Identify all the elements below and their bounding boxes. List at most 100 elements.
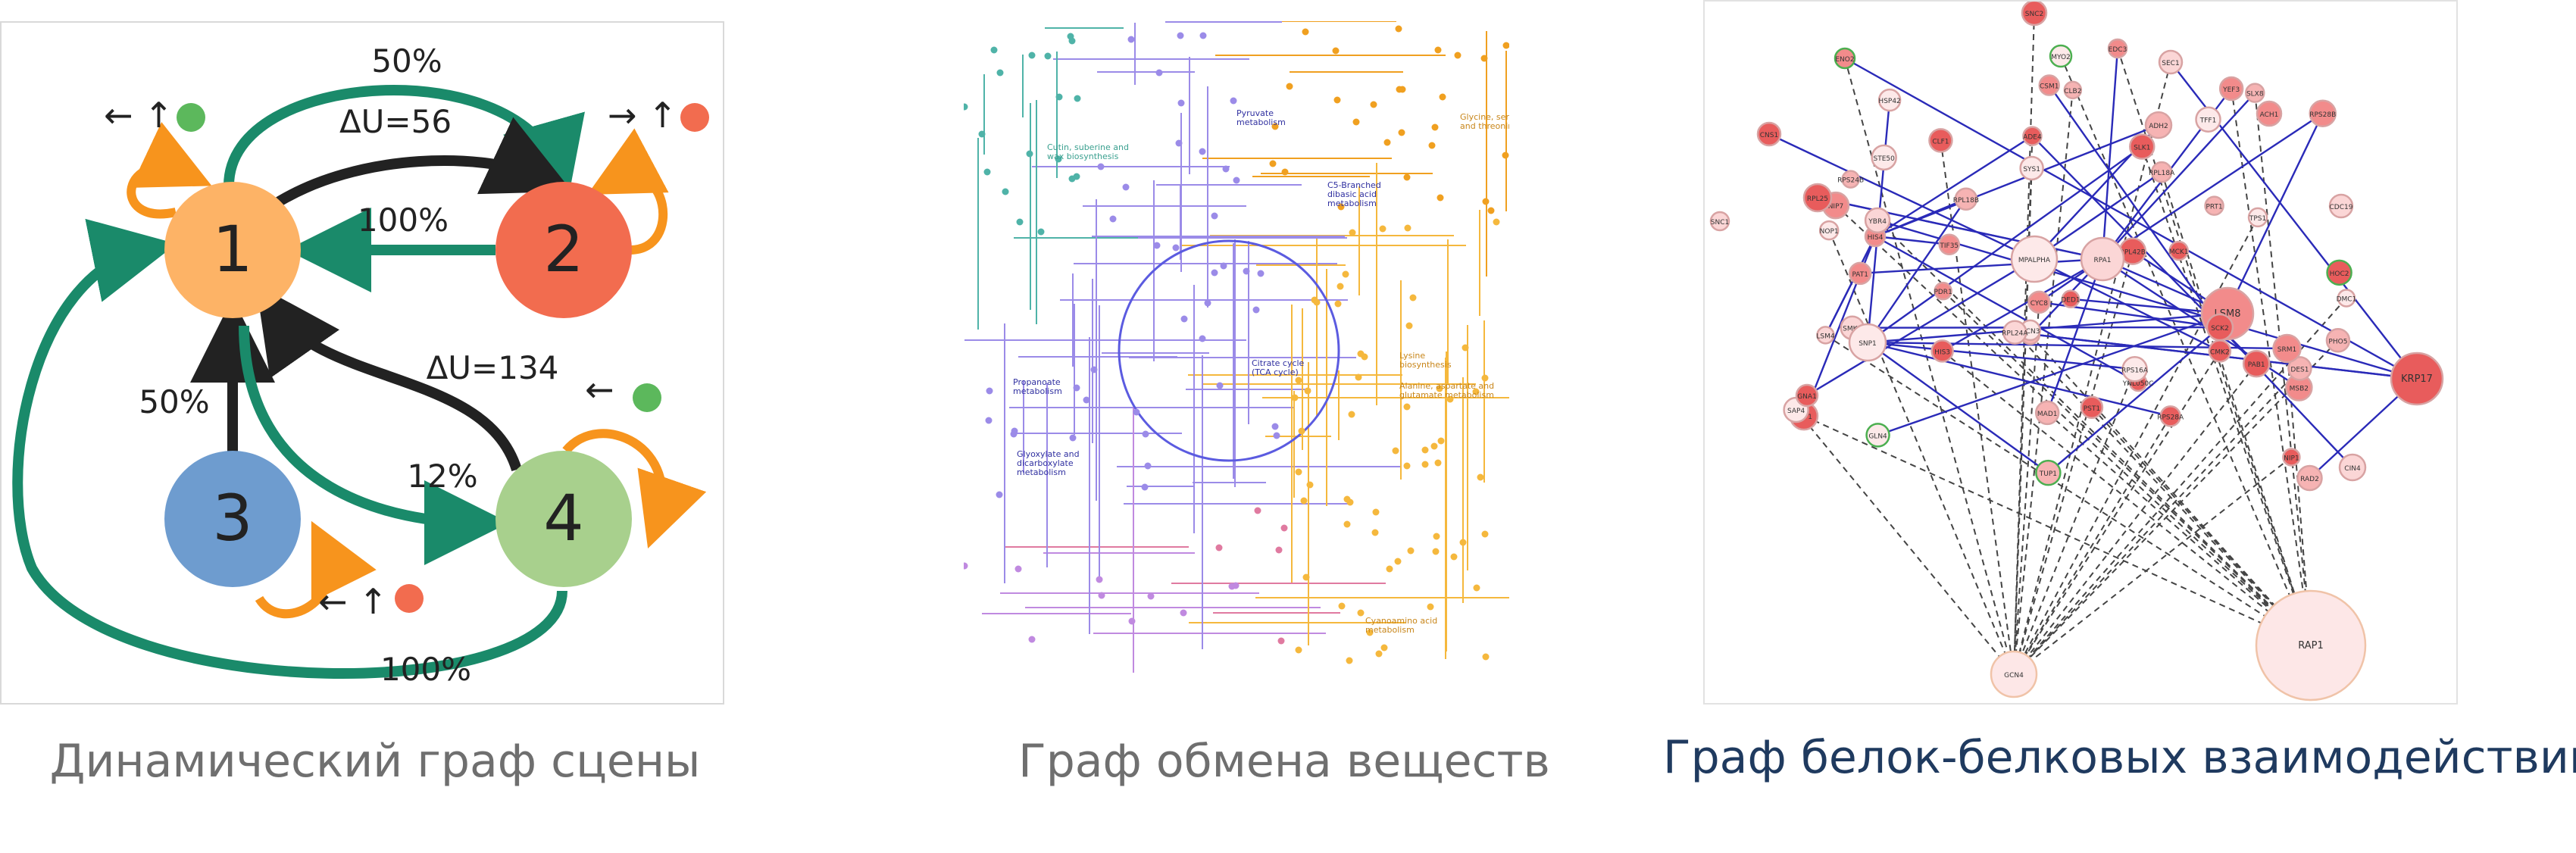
ppi-edge-dashed bbox=[1824, 334, 2312, 646]
ppi-node-label: RPL24A bbox=[2002, 330, 2028, 338]
metabolite-dot bbox=[1346, 657, 1353, 664]
metabolite-dot bbox=[1436, 194, 1444, 202]
ppi-node: CDC19 bbox=[2328, 193, 2354, 219]
ppi-node: NOP1 bbox=[1818, 220, 1840, 241]
metabolite-dot bbox=[1133, 408, 1140, 416]
tca-cycle-ring bbox=[1118, 239, 1340, 462]
metabolite-dot bbox=[1436, 385, 1443, 392]
edge-label-2-1: 100% bbox=[358, 202, 449, 239]
ppi-edge bbox=[1806, 258, 2035, 397]
ppi-node: CYC8 bbox=[2027, 290, 2051, 314]
metabolite-dot bbox=[1281, 168, 1289, 176]
metabolite-dot bbox=[1177, 99, 1185, 107]
metabolite-dot bbox=[1386, 565, 1393, 573]
metabolite-dot bbox=[1352, 118, 1360, 126]
metabolite-dot bbox=[1342, 270, 1349, 278]
ppi-node-label: SCK2 bbox=[2211, 325, 2229, 333]
ppi-node-label: MPALPHA bbox=[2018, 257, 2051, 264]
metabolite-dot bbox=[1431, 123, 1439, 131]
metabolite-dot bbox=[1280, 524, 1288, 532]
node-2: 2 bbox=[496, 182, 632, 318]
ppi-node-label: PAB1 bbox=[2248, 361, 2265, 369]
marker-dot-node-2 bbox=[680, 103, 709, 132]
metabolite-dot bbox=[1074, 95, 1081, 102]
metabolite-dot bbox=[1379, 225, 1386, 233]
self-loop-4 bbox=[562, 429, 707, 548]
metabolite-dot bbox=[1273, 432, 1280, 439]
ppi-node: RPS24B bbox=[1837, 170, 1864, 189]
node-3: 3 bbox=[164, 451, 301, 587]
metabolite-dot bbox=[1432, 548, 1440, 555]
metabolite-dot bbox=[1204, 299, 1211, 307]
metabolite-dot bbox=[1155, 69, 1163, 77]
ppi-edge bbox=[2102, 112, 2324, 261]
metabolite-dot bbox=[1472, 388, 1480, 395]
marker-node-1: ← ↑ bbox=[104, 95, 174, 136]
ppi-node-label: EDC3 bbox=[2109, 46, 2127, 54]
pathway-label: Glycine, serineand threonine metabolism bbox=[1460, 112, 1509, 131]
edge-4-to-1-bottom bbox=[12, 218, 567, 679]
metabolite-dot bbox=[1055, 155, 1062, 163]
node-4: 4 bbox=[496, 451, 632, 587]
metabolite-dot bbox=[1421, 446, 1429, 454]
ppi-node-label: RPL18B bbox=[1953, 197, 1979, 205]
metabolite-dot bbox=[1375, 650, 1383, 658]
ppi-edge-dashed bbox=[2013, 456, 2293, 675]
ppi-edge bbox=[1877, 312, 2228, 436]
metabolite-dot bbox=[1014, 565, 1022, 573]
metabolite-dot bbox=[1222, 165, 1230, 173]
ppi-node-label: MAD1 bbox=[2037, 411, 2058, 418]
ppi-node: DES1 bbox=[2287, 356, 2312, 381]
metabolite-dot bbox=[1128, 617, 1136, 625]
caption-ppi-graph: Граф белок-белковых взаимодействий bbox=[1663, 731, 2576, 784]
metabolite-dot bbox=[1211, 212, 1218, 220]
ppi-node: CLB2 bbox=[2063, 80, 2083, 100]
metabolite-dot bbox=[1098, 592, 1105, 599]
node-2-label: 2 bbox=[543, 212, 583, 286]
ppi-node: RPA1 bbox=[2080, 236, 2125, 282]
ppi-node-label: PRT1 bbox=[2206, 204, 2222, 211]
node-1: 1 bbox=[164, 182, 301, 318]
ppi-node-label: RAP1 bbox=[2298, 640, 2324, 651]
ppi-edge-dashed bbox=[1828, 230, 2015, 675]
ppi-edge bbox=[2046, 258, 2104, 414]
metabolite-dot bbox=[1220, 262, 1227, 270]
ppi-node-label: SLX8 bbox=[2246, 91, 2264, 98]
metabolite-dot bbox=[1016, 218, 1024, 226]
metabolite-dot bbox=[1355, 373, 1362, 381]
metabolite-dot bbox=[1409, 294, 1417, 302]
metabolic-graph-svg: Cutin, suberine and wax biosynthesis Pyruv… bbox=[964, 21, 1509, 673]
metabolite-dot bbox=[1430, 442, 1438, 450]
ppi-node-label: TPS1 bbox=[2249, 215, 2266, 223]
ppi-node-label: SLK1 bbox=[2134, 145, 2150, 152]
ppi-edge-dashed bbox=[1941, 350, 2312, 646]
edge-label-1-4: 12% bbox=[407, 458, 477, 495]
pathway-label: C5-Branched dibasic acid metabolism bbox=[1327, 180, 1381, 208]
metabolite-dot bbox=[1233, 177, 1240, 184]
ppi-edge bbox=[2102, 92, 2256, 260]
metabolite-dot bbox=[1073, 384, 1080, 392]
metabolite-dot bbox=[1437, 437, 1445, 445]
edge-4-to-1-delta bbox=[255, 284, 522, 472]
metabolite-dot bbox=[1090, 366, 1098, 373]
ppi-edge-dashed bbox=[1795, 409, 2015, 675]
ppi-node-label: CYC8 bbox=[2030, 300, 2048, 308]
metabolite-dot bbox=[1482, 198, 1490, 205]
metabolite-dot bbox=[1257, 270, 1265, 277]
ppi-node-label: NIP7 bbox=[1828, 203, 1844, 211]
ppi-node: RPS16A bbox=[2121, 356, 2149, 383]
metabolite-dot bbox=[1275, 546, 1283, 554]
metabolite-dot bbox=[1069, 434, 1077, 442]
ppi-node-label: RPS28A bbox=[2157, 414, 2184, 421]
ppi-edge-dashed bbox=[2046, 412, 2312, 646]
ppi-edge-dashed bbox=[1940, 140, 2015, 675]
ppi-edge-dashed bbox=[2013, 297, 2347, 675]
ppi-node: CNS1 bbox=[1756, 121, 1782, 147]
edge-label-1-2-top: 50% bbox=[371, 42, 442, 80]
ppi-edge-dashed bbox=[2013, 136, 2034, 675]
metabolite-dot bbox=[1298, 427, 1305, 435]
ppi-node-label: RPS28B bbox=[2309, 111, 2336, 119]
scene-graph-panel: 1 2 3 4 50% ΔU=56 100% 50% ΔU=134 12% 10… bbox=[0, 21, 724, 705]
ppi-node-label: CLB2 bbox=[2064, 88, 2081, 95]
metabolite-dot bbox=[1407, 547, 1415, 555]
